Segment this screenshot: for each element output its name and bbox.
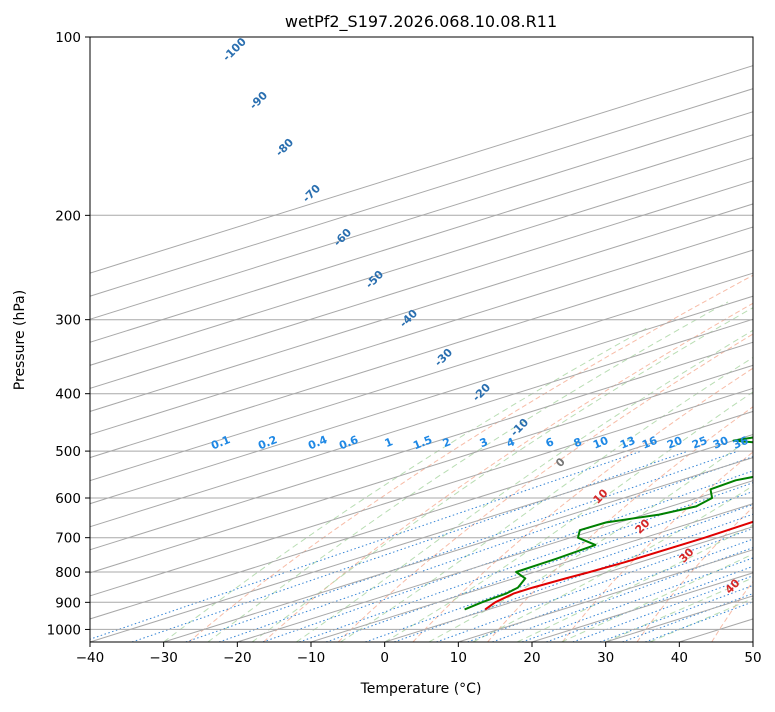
x-tick-label: −40	[76, 650, 105, 666]
x-tick-label: −30	[149, 650, 178, 666]
isotherm	[753, 37, 775, 642]
x-tick-label: 30	[597, 650, 614, 666]
y-tick-label: 200	[55, 208, 81, 224]
y-tick-label: 900	[55, 595, 81, 611]
y-tick-label: 500	[55, 444, 81, 460]
x-tick-label: −20	[223, 650, 252, 666]
x-tick-label: −10	[297, 650, 326, 666]
y-tick-label: 300	[55, 313, 81, 329]
x-tick-label: 40	[671, 650, 688, 666]
x-tick-label: 10	[450, 650, 467, 666]
x-tick-label: 50	[744, 650, 761, 666]
y-tick-label: 600	[55, 491, 81, 507]
y-tick-label: 100	[55, 30, 81, 46]
y-tick-label: 1000	[47, 622, 81, 638]
y-tick-label: 700	[55, 531, 81, 547]
chart-title: wetPf2_S197.2026.068.10.08.R11	[285, 12, 557, 32]
y-axis-label: Pressure (hPa)	[12, 290, 28, 390]
plot-background	[90, 37, 753, 642]
x-tick-label: 0	[380, 650, 389, 666]
x-tick-label: 20	[523, 650, 540, 666]
y-tick-label: 800	[55, 565, 81, 581]
x-axis-label: Temperature (°C)	[360, 681, 482, 697]
y-tick-label: 400	[55, 387, 81, 403]
